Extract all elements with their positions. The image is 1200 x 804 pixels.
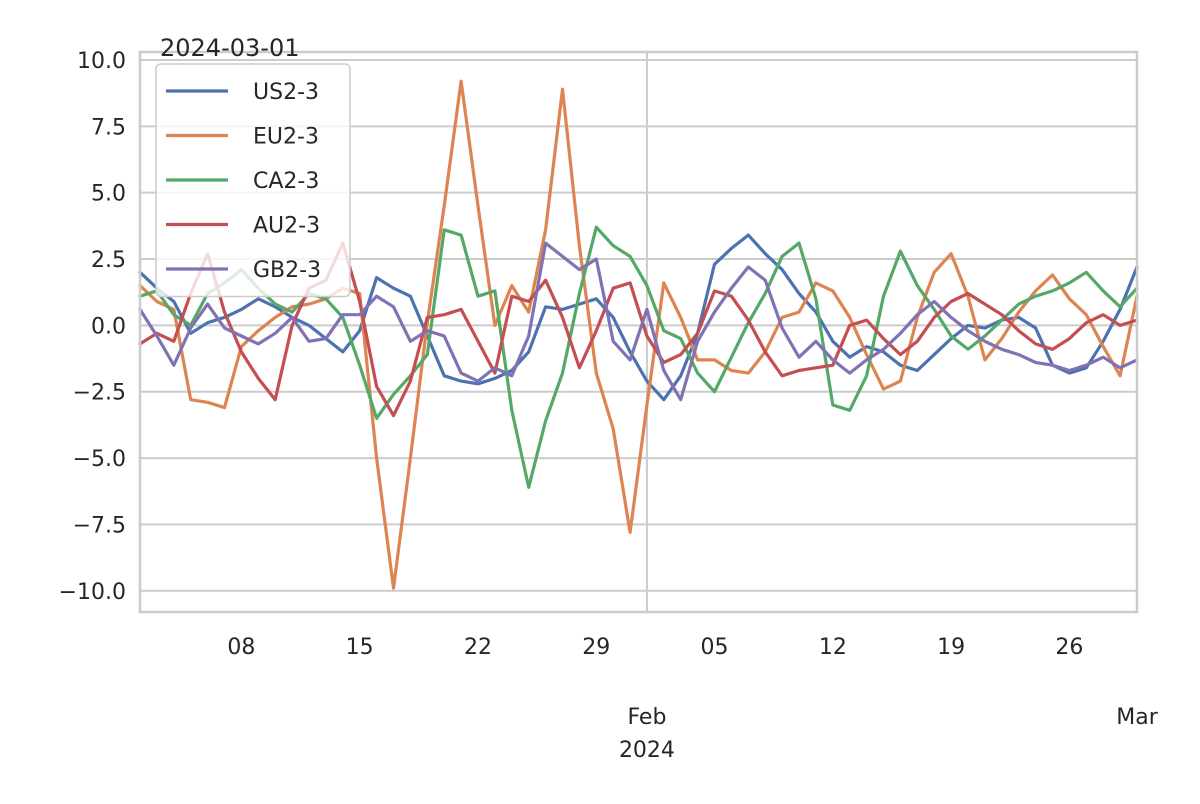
legend-label: GB2-3 — [253, 258, 321, 283]
x-tick-label: 12 — [819, 635, 847, 660]
x-tick-label: 22 — [464, 635, 492, 660]
y-tick-label: 5.0 — [91, 182, 126, 207]
legend-label: EU2-3 — [253, 125, 319, 150]
x-major-tick-sublabel: 2024 — [619, 738, 675, 763]
x-major-tick-label: Feb — [627, 705, 666, 730]
y-tick-label: 7.5 — [91, 115, 126, 140]
chart-title: 2024-03-01 — [160, 34, 299, 62]
x-tick-label: 19 — [937, 635, 965, 660]
x-tick-label: 08 — [227, 635, 255, 660]
legend-label: US2-3 — [253, 80, 319, 105]
legend-label: CA2-3 — [253, 169, 319, 194]
y-tick-label: 10.0 — [77, 49, 126, 74]
x-tick-label: 05 — [701, 635, 729, 660]
x-tick-label: 29 — [582, 635, 610, 660]
series-line-us2-3 — [138, 233, 1139, 402]
legend-box — [155, 63, 351, 298]
y-tick-label: −2.5 — [73, 381, 126, 406]
y-tick-label: 2.5 — [91, 248, 126, 273]
y-tick-label: −7.5 — [73, 513, 126, 538]
x-tick-label: 26 — [1055, 635, 1083, 660]
x-tick-label: 15 — [346, 635, 374, 660]
legend-label: AU2-3 — [253, 214, 320, 239]
plot-frame — [138, 50, 1139, 614]
legend: US2-3 EU2-3 CA2-3 AU2-3 GB2-3 — [155, 63, 351, 298]
y-tick-label: 0.0 — [91, 314, 126, 339]
series-line-eu2-3 — [138, 79, 1139, 590]
series-line-gb2-3 — [138, 241, 1139, 402]
y-tick-label: −5.0 — [73, 447, 126, 472]
y-tick-label: −10.0 — [59, 580, 126, 605]
axis-ticks: 10.0 7.5 5.0 2.5 0.0 −2.5 −5.0 −7.5 −10.0 08 15 22 2… — [59, 49, 1159, 763]
x-major-tick-label: Mar — [1116, 705, 1158, 730]
